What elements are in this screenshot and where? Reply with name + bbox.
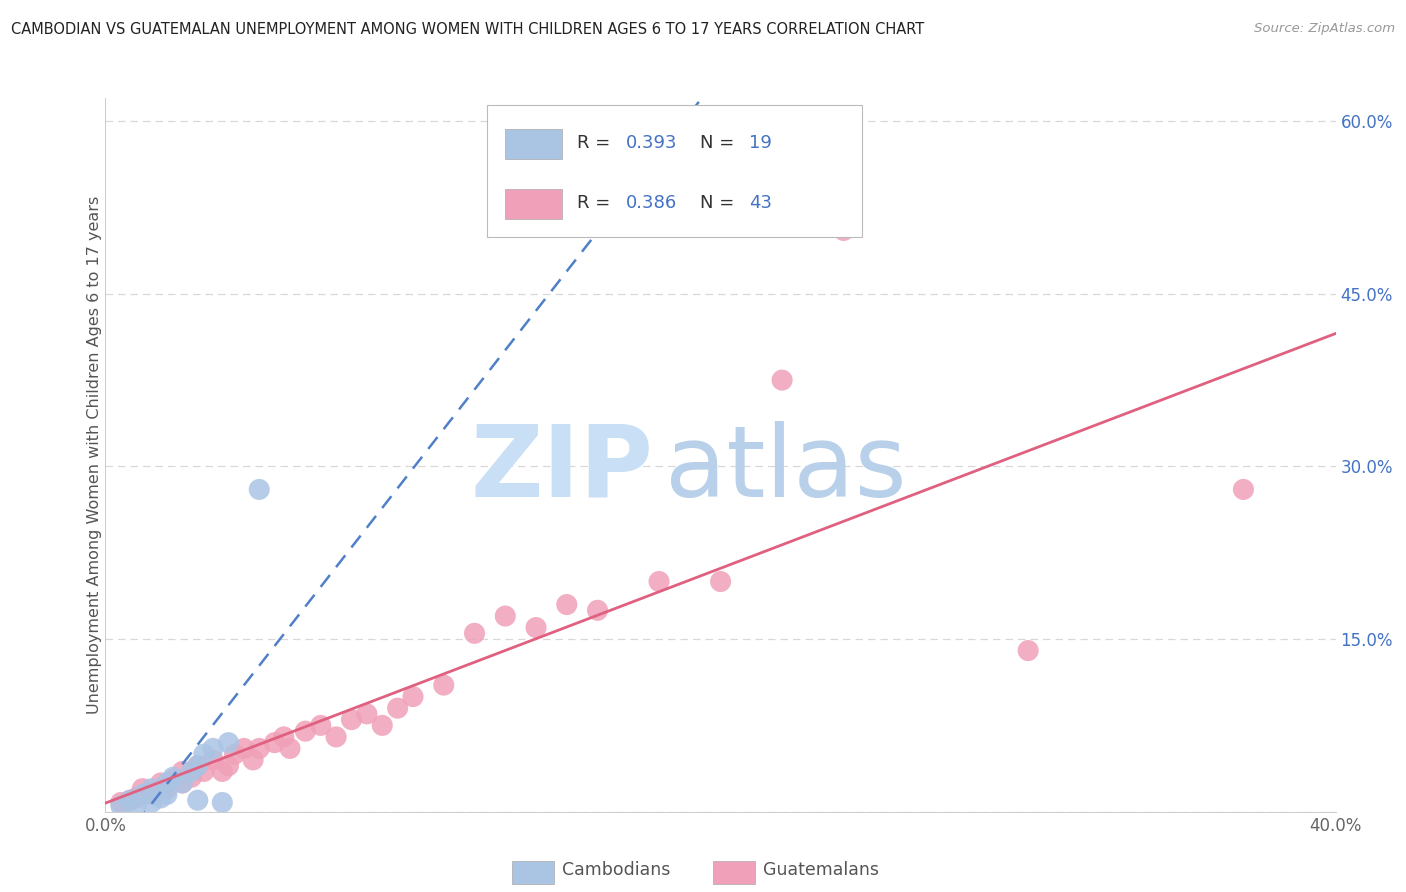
Point: [172, 776, 194, 790]
Point: [162, 772, 184, 787]
FancyBboxPatch shape: [505, 128, 562, 159]
Point: [156, 781, 179, 796]
Point: [110, 799, 132, 814]
Point: [110, 796, 132, 810]
Point: [187, 758, 209, 772]
Text: 0.393: 0.393: [626, 134, 678, 152]
Point: [247, 483, 270, 497]
Point: [180, 770, 202, 784]
Text: N =: N =: [700, 134, 740, 152]
Point: [218, 758, 240, 772]
Text: CAMBODIAN VS GUATEMALAN UNEMPLOYMENT AMONG WOMEN WITH CHILDREN AGES 6 TO 17 YEAR: CAMBODIAN VS GUATEMALAN UNEMPLOYMENT AMO…: [11, 22, 925, 37]
Point: [180, 764, 202, 779]
Point: [193, 764, 215, 779]
Text: Guatemalans: Guatemalans: [763, 861, 880, 879]
Point: [211, 796, 233, 810]
Point: [211, 764, 233, 779]
Point: [156, 776, 179, 790]
Point: [162, 770, 184, 784]
Point: [494, 609, 516, 624]
Point: [131, 781, 153, 796]
Point: [464, 626, 486, 640]
Point: [1017, 643, 1039, 657]
Point: [232, 741, 254, 756]
Point: [224, 747, 246, 761]
Text: R =: R =: [576, 134, 616, 152]
Point: [433, 678, 456, 692]
Point: [131, 788, 153, 802]
Text: Source: ZipAtlas.com: Source: ZipAtlas.com: [1254, 22, 1395, 36]
Point: [125, 791, 148, 805]
Point: [141, 781, 163, 796]
Text: 43: 43: [749, 194, 772, 212]
Point: [387, 701, 409, 715]
Point: [149, 791, 172, 805]
Point: [141, 788, 163, 802]
Point: [202, 741, 225, 756]
Point: [156, 788, 179, 802]
Point: [294, 724, 316, 739]
Point: [770, 373, 793, 387]
Point: [193, 747, 215, 761]
Point: [242, 753, 264, 767]
Point: [273, 730, 295, 744]
Point: [402, 690, 425, 704]
Text: Cambodians: Cambodians: [562, 861, 671, 879]
Point: [710, 574, 733, 589]
FancyBboxPatch shape: [505, 189, 562, 219]
Point: [309, 718, 332, 732]
Point: [340, 713, 363, 727]
Point: [586, 603, 609, 617]
Point: [278, 741, 301, 756]
Point: [120, 793, 141, 807]
Point: [202, 753, 225, 767]
Point: [247, 741, 270, 756]
Point: [141, 796, 163, 810]
Text: atlas: atlas: [665, 421, 907, 517]
Text: 0.386: 0.386: [626, 194, 678, 212]
Point: [218, 736, 240, 750]
Point: [555, 598, 578, 612]
Text: R =: R =: [576, 194, 616, 212]
Point: [325, 730, 347, 744]
Y-axis label: Unemployment Among Women with Children Ages 6 to 17 years: Unemployment Among Women with Children A…: [87, 196, 101, 714]
Point: [648, 574, 671, 589]
FancyBboxPatch shape: [486, 105, 862, 237]
Point: [356, 706, 378, 721]
Point: [149, 776, 172, 790]
Point: [187, 793, 209, 807]
Text: 19: 19: [749, 134, 772, 152]
Point: [187, 758, 209, 772]
Point: [172, 776, 194, 790]
Point: [172, 764, 194, 779]
Point: [125, 799, 148, 814]
Point: [1232, 483, 1254, 497]
Point: [832, 223, 855, 237]
Text: N =: N =: [700, 194, 740, 212]
Point: [120, 793, 141, 807]
Point: [263, 736, 285, 750]
Point: [371, 718, 394, 732]
Point: [524, 621, 547, 635]
Text: ZIP: ZIP: [470, 421, 652, 517]
